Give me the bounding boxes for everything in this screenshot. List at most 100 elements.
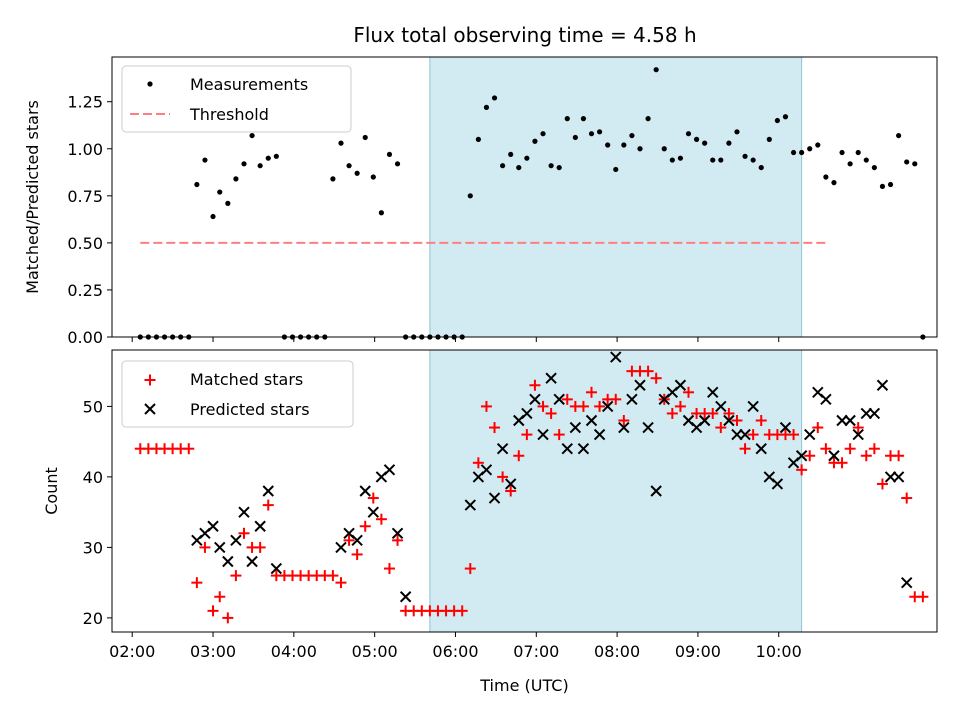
ratio-y-ticks: 0.00 0.25 0.50 0.75 1.00 1.25	[67, 93, 112, 347]
predicted-star-point	[367, 506, 380, 518]
matched-star-point	[577, 400, 589, 412]
predicted-star-point	[900, 576, 913, 589]
predicted-star-point	[383, 464, 396, 476]
x-tick-label: 07:00	[513, 642, 559, 661]
measurement-point	[742, 153, 748, 159]
ratio-legend: Measurements Threshold	[121, 65, 352, 133]
measurement-point	[564, 116, 570, 122]
count-legend: Matched stars Predicted stars	[121, 360, 354, 428]
chart-title: Flux total observing time = 4.58 h	[353, 23, 696, 47]
matched-star-point	[480, 400, 492, 412]
predicted-star-point	[585, 414, 598, 427]
matched-star-point	[207, 605, 219, 617]
matched-star-point	[191, 577, 203, 589]
measurement-point	[702, 140, 708, 146]
measurement-point	[532, 138, 538, 144]
matched-star-point	[618, 415, 630, 426]
matched-star-point	[876, 478, 888, 490]
matched-star-point	[351, 548, 363, 560]
predicted-star-point	[488, 492, 501, 504]
measurement-point	[475, 136, 481, 142]
matched-star-point	[537, 400, 549, 412]
x-tick-label: 04:00	[271, 642, 317, 661]
measurement-point	[483, 104, 490, 110]
legend-label-predicted: Predicted stars	[190, 400, 310, 419]
measurement-point	[726, 140, 732, 146]
predicted-star-point	[884, 471, 897, 483]
ratio-x-ticks	[131, 337, 780, 342]
matched-star-point	[682, 386, 694, 398]
predicted-star-point	[626, 393, 638, 406]
measurement-point	[904, 159, 910, 165]
matched-star-point	[707, 407, 719, 419]
matched-star-point	[521, 429, 533, 441]
matched-star-point	[238, 527, 250, 539]
predicted-star-point	[222, 555, 234, 568]
measurement-point	[693, 136, 700, 142]
legend-measurement-marker	[147, 81, 153, 87]
matched-star-point	[747, 429, 759, 441]
predicted-star-point	[270, 562, 283, 575]
predicted-star-point	[698, 414, 711, 427]
predicted-star-point	[804, 428, 816, 441]
measurement-point	[354, 170, 360, 176]
x-tick-label: 03:00	[190, 642, 236, 661]
matched-star-point	[715, 422, 727, 434]
matched-star-point	[375, 513, 387, 525]
measurement-point	[556, 164, 562, 171]
measurement-point	[669, 157, 675, 163]
predicted-star-point	[860, 407, 872, 420]
matched-star-point	[917, 591, 929, 603]
measurement-point	[847, 161, 853, 167]
matched-star-point	[254, 541, 266, 553]
measurement-point	[879, 183, 886, 190]
x-tick-label: 06:00	[432, 642, 478, 661]
measurement-point	[508, 151, 514, 158]
measurement-point	[710, 157, 716, 163]
measurement-point	[241, 161, 247, 167]
matched-star-point	[327, 570, 339, 582]
measurement-point	[629, 132, 635, 139]
predicted-star-point	[464, 499, 476, 511]
matched-star-point	[505, 485, 517, 497]
predicted-star-point	[795, 450, 808, 462]
measurement-point	[831, 180, 837, 186]
x-tick-label: 08:00	[594, 642, 640, 661]
predicted-star-point	[707, 386, 719, 399]
measurement-point	[823, 174, 829, 180]
measurement-point	[491, 95, 498, 101]
time-x-ticks: 02:00 03:00 04:00 05:00 06:00 07:00 08:00 09:00…	[109, 632, 802, 661]
measurement-point	[378, 210, 384, 216]
matched-star-point	[755, 415, 767, 426]
matched-star-point	[553, 429, 565, 441]
matched-star-point	[594, 400, 606, 412]
measurement-point	[637, 146, 643, 152]
y-tick-label: 0.50	[67, 234, 103, 253]
predicted-star-point	[561, 442, 573, 455]
matched-star-point	[359, 520, 371, 532]
measurement-point	[653, 67, 659, 73]
measurement-point	[210, 213, 216, 220]
measurement-point	[871, 164, 877, 171]
matched-star-point	[529, 379, 541, 391]
predicted-star-point	[569, 421, 582, 434]
measurement-point	[217, 189, 223, 195]
predicted-star-point	[545, 372, 557, 384]
matched-star-point	[820, 443, 832, 455]
matched-star-point	[610, 393, 622, 405]
predicted-star-point	[496, 442, 509, 455]
legend-box	[121, 65, 352, 133]
measurement-point	[194, 181, 200, 188]
predicted-star-point	[593, 428, 606, 441]
predicted-star-point	[246, 555, 258, 568]
measurement-point	[524, 155, 530, 161]
observing-window-span	[429, 349, 803, 633]
predicted-star-point	[254, 520, 266, 532]
y-tick-label: 0.25	[67, 281, 103, 300]
matched-star-point	[901, 492, 913, 504]
predicted-star-point	[214, 541, 226, 554]
measurement-point	[202, 157, 208, 163]
measurement-point	[621, 142, 627, 148]
matched-star-point	[739, 443, 751, 455]
